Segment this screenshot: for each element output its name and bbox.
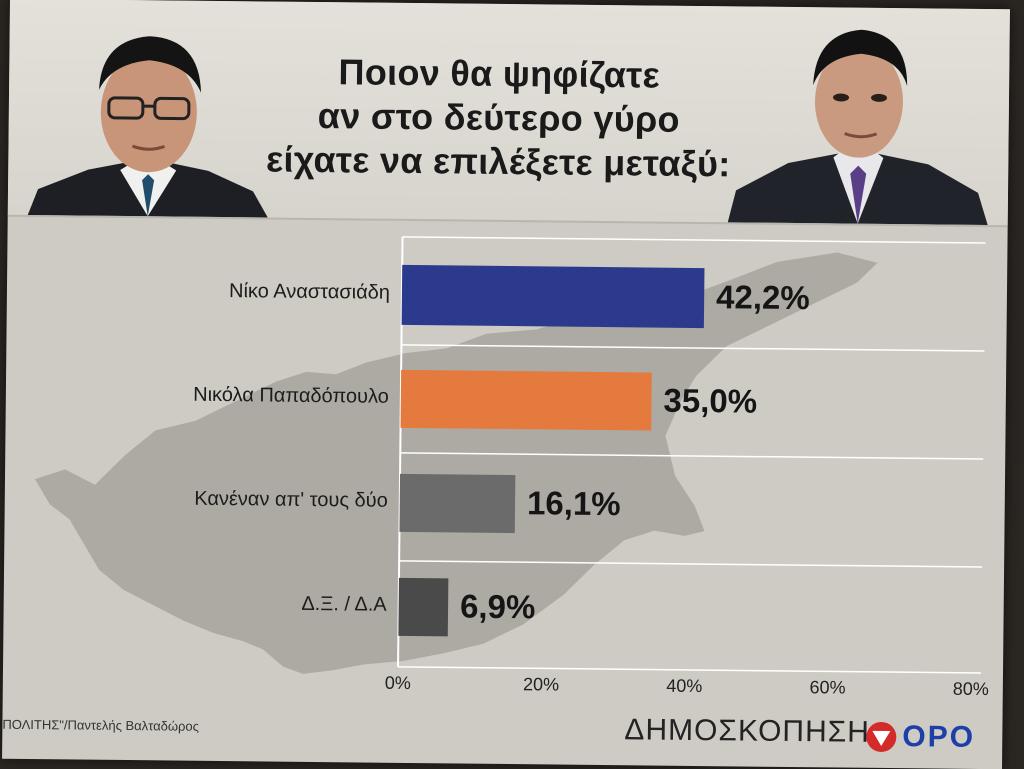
x-tick-label: 80% [941,679,1001,701]
grid-line [399,561,982,567]
x-tick-label: 60% [797,677,857,699]
category-label: Νικόλα Παπαδόπουλο [29,382,389,409]
bar [398,578,448,637]
value-label: 16,1% [527,484,621,523]
pollster-logo: ΟΡΟ [864,720,975,755]
x-tick-label: 0% [368,673,428,695]
grid-line [401,345,984,351]
value-label: 42,2% [716,278,810,317]
value-label: 35,0% [663,382,757,421]
grid-line [398,667,981,673]
category-label: Δ.Ξ. / Δ.Α [27,590,387,617]
category-label: Νίκο Αναστασιάδη [30,278,390,305]
photo-credit: ΠΟΛΙΤΗΣ"/Παντελής Βαλταδώρος [2,717,199,734]
value-label: 6,9% [460,588,536,627]
category-label: Κανέναν απ' τους δύο [28,486,388,513]
logo-text: ΟΡΟ [902,720,975,755]
logo-mark-icon [864,720,898,754]
x-tick-label: 40% [654,676,714,698]
bar [399,474,515,533]
x-tick-label: 20% [511,674,571,696]
poll-label: ΔΗΜΟΣΚΟΠΗΣΗ [624,713,870,750]
grid-line [403,237,986,243]
bar [401,370,652,431]
grid-line [400,453,983,459]
bar [402,265,705,328]
